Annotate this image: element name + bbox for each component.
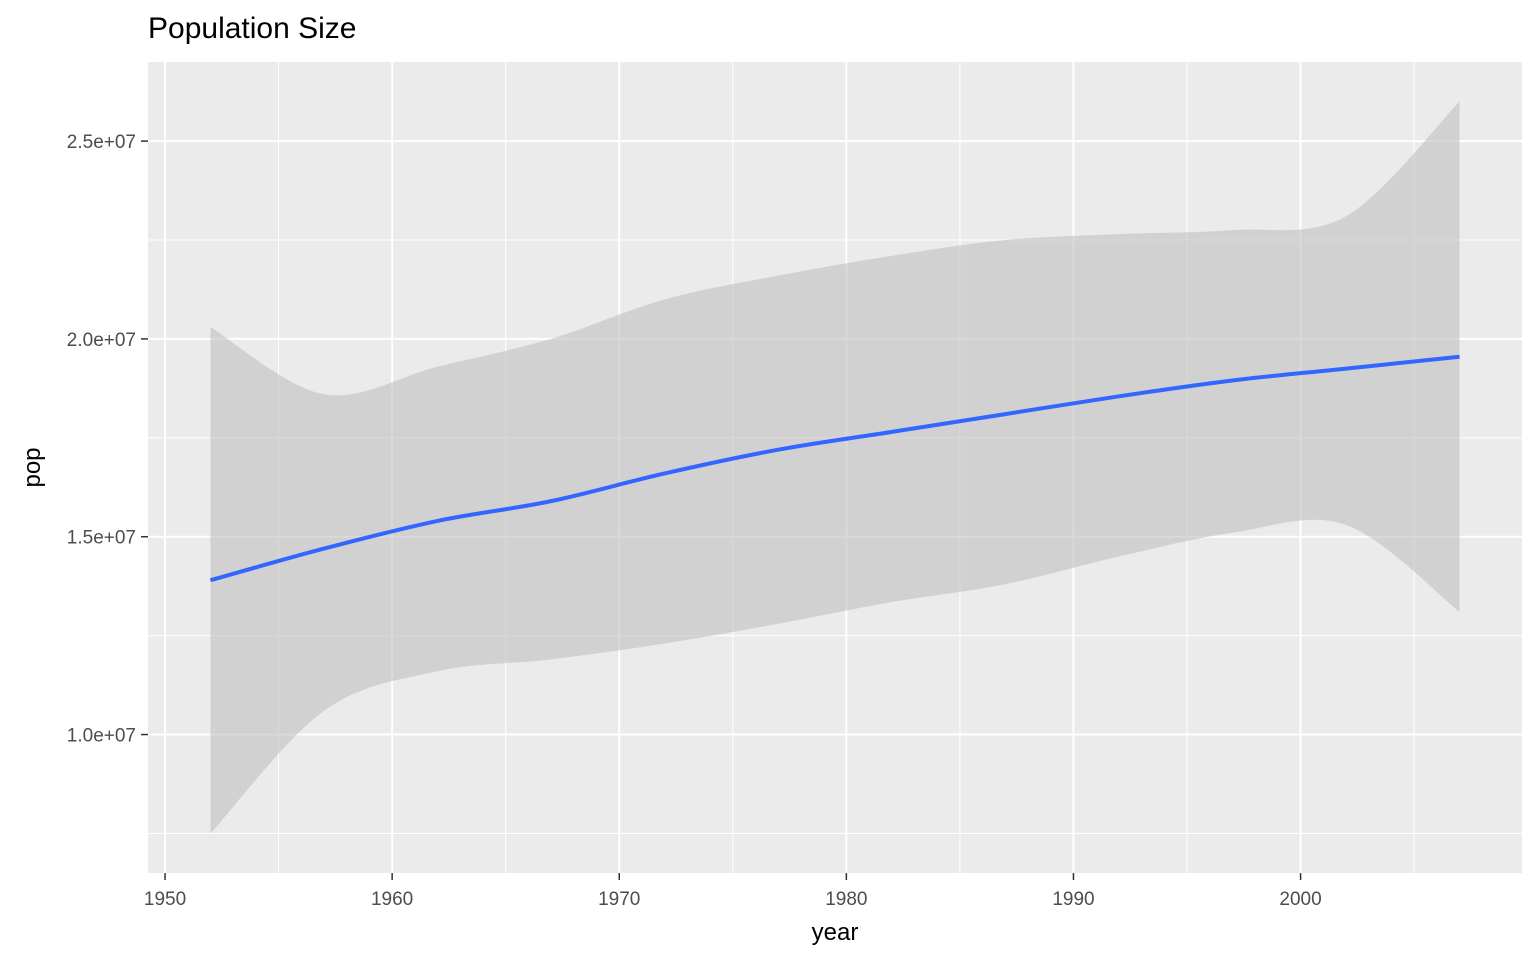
chart-title: Population Size (148, 12, 357, 45)
x-axis: 1950 1960 1970 1980 1990 2000 (144, 873, 1322, 910)
smooth-trend-line (209, 354, 1460, 583)
y-axis-title: pop (19, 447, 46, 487)
y-tick-label: 1.0e+07 (67, 726, 136, 747)
x-tick-label: 1970 (598, 889, 640, 910)
x-tick-label: 1980 (825, 889, 867, 910)
x-tick-label: 1950 (144, 889, 186, 910)
y-tick-label: 2.5e+07 (67, 132, 136, 153)
y-tick-label: 2.0e+07 (67, 330, 136, 351)
x-tick-label: 1990 (1052, 889, 1094, 910)
x-tick-label: 2000 (1279, 889, 1321, 910)
y-axis: 1.0e+07 1.5e+07 2.0e+07 2.5e+07 (67, 132, 148, 747)
confidence-ribbon (210, 101, 1460, 834)
y-tick-label: 1.5e+07 (67, 528, 136, 549)
x-tick-label: 1960 (371, 889, 413, 910)
x-axis-title: year (812, 919, 859, 946)
